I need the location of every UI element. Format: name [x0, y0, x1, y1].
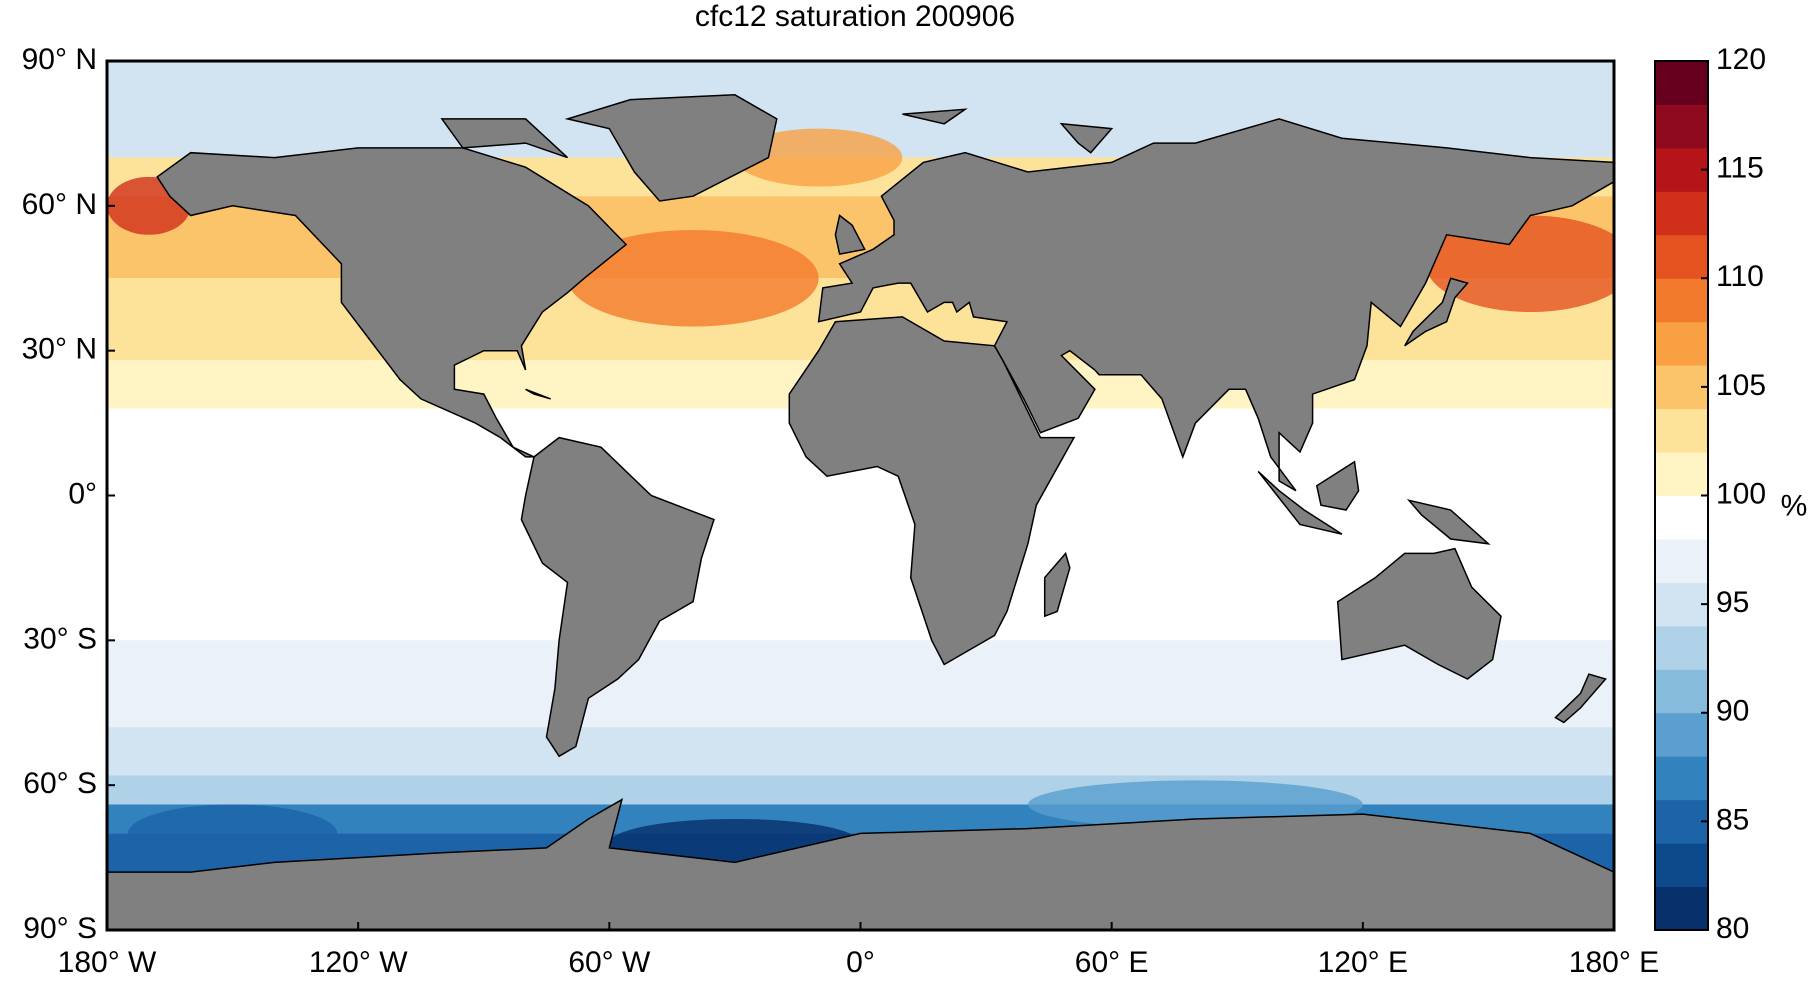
- colorbar-label: %: [1781, 489, 1808, 522]
- colorbar-step: [1655, 495, 1708, 540]
- colorbar-step: [1655, 538, 1708, 583]
- land: [1315, 460, 1360, 511]
- colorbar-step: [1655, 799, 1708, 844]
- y-tick-label: 30° S: [23, 622, 97, 655]
- colorbar-tick-label: 80: [1716, 912, 1749, 945]
- colorbar-tick-label: 110: [1716, 260, 1764, 293]
- land: [1043, 551, 1071, 618]
- colorbar-tick-label: 100: [1716, 477, 1766, 510]
- colorbar-step: [1655, 191, 1708, 236]
- colorbar-step: [1655, 669, 1708, 714]
- y-tick-label: 30° N: [22, 333, 97, 366]
- x-tick-label: 180° W: [58, 946, 157, 979]
- x-tick-label: 0°: [846, 946, 875, 979]
- land: [1059, 122, 1114, 154]
- x-tick-label: 60° E: [1075, 946, 1149, 979]
- y-tick-label: 60° S: [23, 767, 97, 800]
- colorbar-tick-label: 115: [1716, 152, 1764, 185]
- colorbar-step: [1655, 104, 1708, 149]
- land: [1257, 470, 1343, 535]
- colorbar-step: [1655, 365, 1708, 410]
- colorbar-tick-label: 95: [1716, 586, 1749, 619]
- land: [107, 798, 1614, 930]
- y-tick-label: 90° N: [22, 43, 97, 76]
- ocean-anomaly: [127, 804, 338, 863]
- y-tick-label: 90° S: [23, 912, 97, 945]
- land: [1554, 673, 1607, 724]
- land: [1406, 499, 1491, 545]
- ocean-band: [107, 775, 1614, 805]
- colorbar-step: [1655, 147, 1708, 192]
- colorbar-step: [1655, 886, 1708, 931]
- colorbar-step: [1655, 61, 1708, 105]
- colorbar-tick-label: 85: [1716, 803, 1749, 836]
- colorbar-step: [1655, 408, 1708, 453]
- land: [1404, 277, 1469, 347]
- ocean-band: [107, 640, 1614, 728]
- colorbar-tick-label: 120: [1716, 43, 1766, 76]
- colorbar-step: [1655, 234, 1708, 279]
- x-tick-label: 60° W: [568, 946, 651, 979]
- y-tick-label: 60° N: [22, 188, 97, 221]
- colorbar-step: [1655, 321, 1708, 366]
- colorbar-step: [1655, 756, 1708, 801]
- ocean-anomaly: [734, 128, 903, 187]
- land: [834, 214, 866, 255]
- land: [1336, 547, 1502, 680]
- colorbar-step: [1655, 712, 1708, 757]
- colorbar-step: [1655, 278, 1708, 323]
- land: [520, 436, 715, 758]
- x-tick-label: 120° E: [1318, 946, 1408, 979]
- colorbar-step: [1655, 843, 1708, 888]
- colorbar-step: [1655, 452, 1708, 496]
- ocean-anomaly: [567, 229, 819, 327]
- chart-title: cfc12 saturation 200906: [695, 0, 1015, 33]
- land: [788, 316, 1076, 666]
- y-tick-label: 0°: [68, 477, 97, 510]
- land: [564, 94, 778, 202]
- colorbar-tick-label: 105: [1716, 369, 1766, 402]
- x-tick-label: 120° W: [309, 946, 408, 979]
- ocean-band: [107, 727, 1614, 776]
- x-tick-label: 180° E: [1569, 946, 1659, 979]
- land: [525, 388, 551, 400]
- land: [817, 118, 1614, 492]
- colorbar-step: [1655, 625, 1708, 670]
- colorbar-tick-label: 90: [1716, 695, 1749, 728]
- land: [156, 147, 628, 458]
- colorbar-step: [1655, 582, 1708, 627]
- map-area: [107, 61, 1614, 930]
- ocean-anomaly: [1425, 215, 1614, 313]
- land: [902, 108, 968, 125]
- land: [440, 118, 569, 159]
